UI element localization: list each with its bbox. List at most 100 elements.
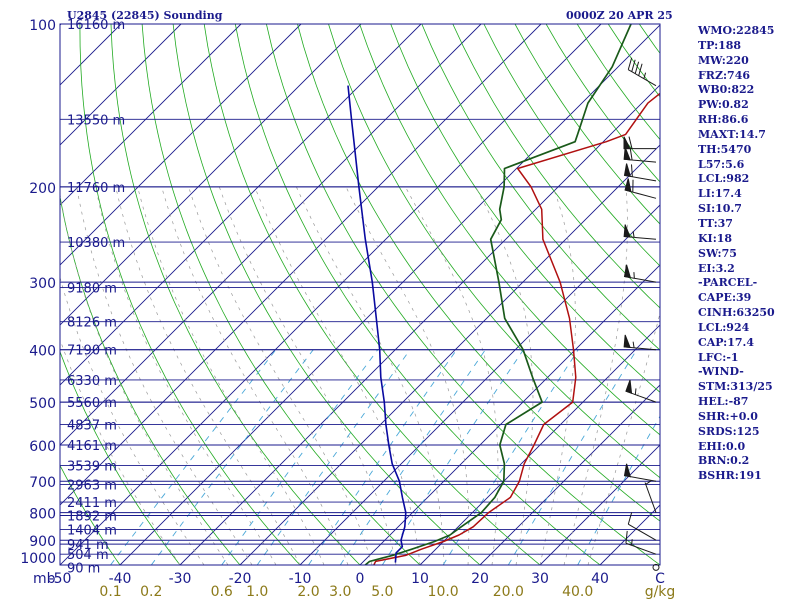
sounding-index-item: LCL:982 [698, 172, 750, 186]
mixing-ratio-tick-label: 0.2 [140, 584, 162, 600]
dry-adiabat [266, 24, 660, 565]
sounding-index-item: LFC:-1 [698, 350, 739, 364]
height-level-label: 2963 m [67, 479, 117, 494]
height-level-label: 504 m [67, 548, 109, 563]
parcel-line [347, 85, 407, 563]
moist-adiabat [60, 276, 205, 565]
moist-adiabat [218, 186, 397, 565]
sounding-index-item: MW:220 [698, 53, 749, 67]
wind-barb [627, 512, 657, 541]
mixing-ratio-tick-label: 0.6 [211, 584, 233, 600]
isotherm-line [60, 24, 182, 146]
wind-barb-calm [652, 563, 660, 571]
height-level-label: 8126 m [67, 316, 117, 331]
mixing-ratio-unit-label: g/kg [645, 584, 676, 600]
dry-adiabat [60, 194, 241, 565]
pressure-tick-label: 1000 [20, 551, 56, 567]
sounding-index-item: L57:5.6 [698, 157, 745, 171]
plot-frame [59, 23, 661, 566]
temperature-tick-label: 20 [471, 571, 489, 587]
pressure-tick-label: 200 [29, 181, 56, 197]
sounding-index-item: WB0:822 [698, 83, 755, 97]
sounding-index-item: PW:0.82 [698, 98, 749, 112]
sounding-index-item: SRDS:125 [698, 424, 760, 438]
isotherm-line [60, 24, 242, 206]
sounding-index-item: SHR:+0.0 [698, 409, 758, 423]
height-level-label: 941 m [67, 538, 109, 553]
isotherm-line [299, 204, 660, 565]
dry-adiabat [60, 464, 121, 565]
sounding-index-item: BRN:0.2 [698, 454, 750, 468]
dry-adiabat [452, 24, 660, 309]
dewpoint-line [363, 24, 632, 565]
wind-barb [623, 136, 656, 150]
temperature-tick-label: 30 [531, 571, 549, 587]
wind-barb [625, 379, 657, 403]
wind-barb [623, 264, 657, 283]
height-level-label: 1404 m [67, 524, 117, 539]
height-level-label: 6330 m [67, 374, 117, 389]
chart-time: 0000Z 20 APR 25 [566, 9, 673, 22]
temperature-unit-label: C [655, 571, 665, 587]
pressure-tick-label: 600 [29, 439, 56, 455]
wind-barb [623, 334, 657, 351]
dry-adiabat [203, 24, 541, 565]
sounding-index-item: -WIND- [698, 365, 744, 379]
isotherm-line [419, 324, 660, 565]
pressure-tick-label: 900 [29, 534, 56, 550]
mixing-ratio-tick-label: 40.0 [562, 584, 593, 600]
dry-adiabat [483, 24, 660, 267]
isotherm-line [179, 84, 660, 565]
isotherm-line [479, 384, 660, 565]
pressure-tick-label: 700 [29, 475, 56, 491]
mixing-ratio-tick-label: 5.0 [371, 584, 393, 600]
pressure-tick-label: 400 [29, 344, 56, 360]
sounding-index-item: CAPE:39 [698, 291, 752, 305]
sounding-index-item: TT:37 [698, 216, 733, 230]
isotherm-line [359, 264, 660, 565]
temperature-tick-label: -10 [289, 571, 312, 587]
isotherm-line [60, 24, 422, 386]
temperature-tick-label: -30 [169, 571, 192, 587]
isotherm-line [239, 144, 660, 565]
pressure-tick-label: 500 [29, 396, 56, 412]
isotherm-line [60, 24, 542, 506]
sounding-index-item: HEL:-87 [698, 395, 749, 409]
dry-adiabat [110, 24, 361, 565]
sounding-index-item: EHI:0.0 [698, 439, 746, 453]
sounding-index-item: CINH:63250 [698, 306, 775, 320]
sounding-index-item: TP:188 [698, 38, 742, 52]
temperature-tick-label: 10 [411, 571, 429, 587]
mixing-ratio-tick-label: 2.0 [297, 584, 319, 600]
temperature-tick-label: 40 [591, 571, 609, 587]
wind-barb [623, 463, 657, 482]
dry-adiabat [234, 24, 601, 565]
wind-barb [623, 163, 657, 182]
dry-adiabat [297, 24, 660, 522]
sounding-index-item: LI:17.4 [698, 187, 742, 201]
sounding-index-item: KI:18 [698, 231, 733, 245]
isotherm-line [60, 24, 362, 326]
sounding-index-item: SW:75 [698, 246, 737, 260]
height-level-label: 90 m [67, 561, 100, 576]
wind-barb [623, 224, 657, 240]
dry-adiabat [328, 24, 660, 479]
dry-adiabat [141, 24, 421, 565]
wind-barb [624, 178, 657, 199]
sounding-index-item: SI:10.7 [698, 202, 742, 216]
dry-adiabat [79, 24, 301, 565]
chart-title: U2845 (22845) Sounding [67, 9, 223, 22]
mixing-ratio-tick-label: 1.0 [246, 584, 268, 600]
sounding-index-item: LCL:924 [698, 320, 750, 334]
sounding-index-item: MAXT:14.7 [698, 127, 766, 141]
mixing-ratio-tick-label: 3.0 [329, 584, 351, 600]
moist-adiabat [95, 186, 277, 565]
pressure-unit-label: mb [33, 571, 56, 587]
isotherm-line [60, 24, 302, 266]
sounding-index-item: -PARCEL- [698, 276, 758, 290]
wind-barb [625, 530, 657, 555]
dry-adiabat [359, 24, 660, 436]
wind-barb [623, 147, 657, 163]
sounding-index-item: FRZ:746 [698, 68, 751, 82]
